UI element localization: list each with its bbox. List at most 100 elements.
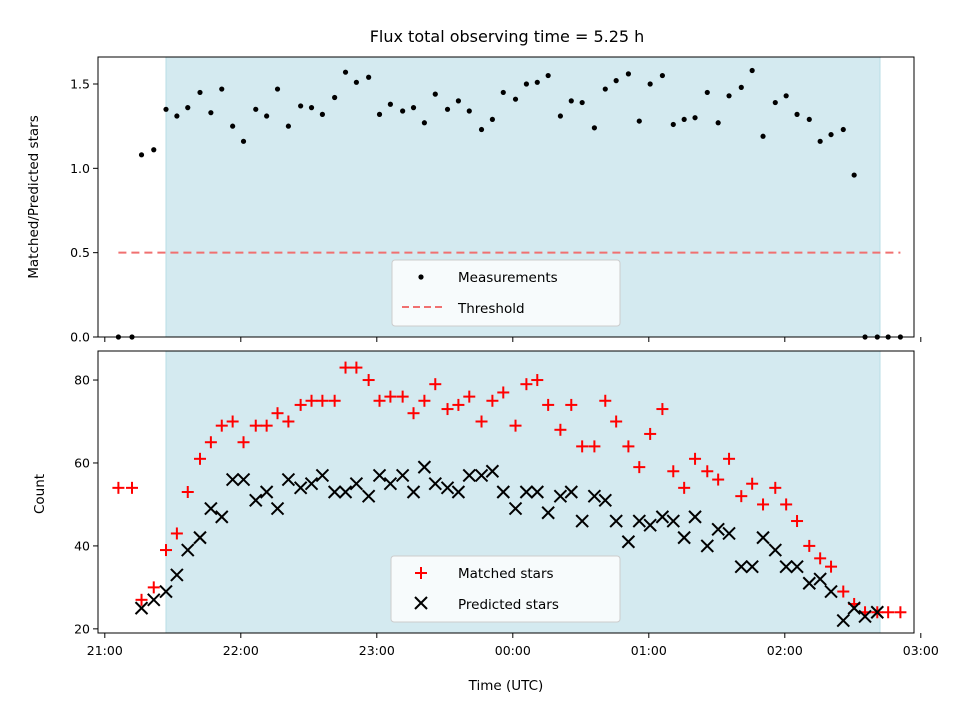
- matched-star-point: [554, 423, 567, 436]
- matched-star-point: [814, 552, 827, 565]
- measurement-point: [219, 86, 225, 92]
- y-tick-label: 40: [74, 538, 90, 553]
- matched-star-point: [350, 361, 363, 374]
- matched-star-point: [282, 415, 295, 428]
- legend-label-measurements: Measurements: [458, 270, 558, 286]
- predicted-star-marker-b: [204, 501, 218, 516]
- measurement-point: [692, 115, 698, 121]
- matched-star-point: [610, 415, 623, 428]
- predicted-star-point: [609, 514, 623, 528]
- matched-star-point: [452, 398, 465, 411]
- matched-star-point: [160, 544, 172, 557]
- matched-star-point: [882, 606, 895, 619]
- predicted-star-marker-b: [462, 468, 476, 483]
- matched-star-point: [328, 394, 341, 407]
- predicted-stars-series: [134, 460, 884, 628]
- matched-star-point: [780, 498, 793, 511]
- measurements-series: [115, 67, 904, 340]
- predicted-star-point: [734, 559, 748, 574]
- measurement-point: [817, 138, 823, 144]
- matched-star-point: [147, 581, 160, 594]
- y-tick-label: 0.0: [70, 330, 90, 345]
- predicted-star-marker-b: [349, 476, 364, 491]
- predicted-star-marker-b: [836, 613, 850, 628]
- predicted-star-marker-b: [813, 572, 827, 586]
- predicted-star-marker-b: [711, 522, 725, 537]
- matched-star-point: [237, 436, 250, 449]
- predicted-star-marker-b: [870, 605, 884, 619]
- measurement-point: [230, 123, 236, 129]
- matched-star-point: [565, 398, 578, 411]
- measurement-point: [444, 106, 451, 112]
- x-tick-label: 03:00: [903, 643, 939, 658]
- predicted-star-point: [711, 522, 725, 537]
- predicted-star-marker-b: [541, 506, 555, 520]
- predicted-star-marker-b: [824, 584, 838, 599]
- matched-star-point: [531, 374, 544, 387]
- predicted-star-point: [225, 472, 240, 487]
- predicted-star-marker-b: [170, 568, 184, 582]
- predicted-star-point: [315, 468, 330, 483]
- matched-star-point: [622, 440, 635, 453]
- predicted-star-point: [204, 501, 218, 516]
- measurement-point: [647, 81, 653, 87]
- measurement-point: [557, 113, 564, 119]
- matched-star-point: [362, 374, 375, 387]
- x-tick-label: 22:00: [223, 643, 259, 658]
- predicted-star-marker-b: [372, 468, 387, 483]
- measurement-point: [828, 131, 834, 138]
- predicted-star-marker-b: [147, 593, 161, 607]
- matched-star-point: [475, 415, 488, 428]
- predicted-star-point: [270, 501, 285, 516]
- matched-star-point: [769, 481, 782, 494]
- matched-star-point: [803, 539, 816, 552]
- measurement-point: [264, 113, 270, 119]
- predicted-star-marker-b: [700, 539, 714, 553]
- predicted-star-marker-b: [361, 489, 376, 503]
- measurement-point: [851, 172, 857, 178]
- predicted-star-point: [428, 476, 442, 491]
- measurement-point: [512, 96, 519, 102]
- predicted-star-point: [147, 593, 161, 607]
- predicted-star-point: [655, 510, 670, 524]
- measurement-point: [285, 123, 291, 129]
- predicted-star-marker-b: [768, 543, 782, 557]
- predicted-star-marker-b: [338, 485, 353, 499]
- matched-stars-series: [112, 361, 907, 619]
- predicted-star-point: [236, 472, 251, 487]
- measurement-point: [738, 84, 744, 90]
- y-axis-ticks-top: 0.0 0.5 1.0 1.5: [70, 76, 98, 345]
- predicted-star-point: [249, 493, 263, 508]
- legend-marker-measurements: [418, 274, 424, 280]
- predicted-star-marker-b: [315, 468, 330, 483]
- matched-star-point: [294, 398, 307, 411]
- measurement-point: [151, 147, 157, 153]
- measurement-point: [749, 67, 755, 74]
- predicted-star-point: [643, 518, 657, 532]
- predicted-star-point: [870, 605, 884, 619]
- y-axis-label-top: Matched/Predicted stars: [26, 115, 42, 278]
- predicted-star-point: [858, 609, 872, 624]
- measurement-point: [466, 108, 472, 114]
- predicted-star-marker-b: [193, 530, 207, 545]
- measurement-point: [308, 105, 315, 111]
- predicted-star-marker-b: [734, 559, 748, 574]
- predicted-star-marker-b: [756, 530, 770, 545]
- matched-star-point: [678, 481, 691, 494]
- predicted-star-point: [779, 559, 793, 574]
- measurement-point: [455, 98, 461, 104]
- predicted-star-marker-b: [440, 481, 455, 495]
- matched-star-point: [339, 361, 352, 374]
- predicted-star-point: [361, 489, 376, 503]
- matched-star-point: [497, 386, 510, 399]
- predicted-star-marker-b: [496, 485, 510, 499]
- measurement-point: [208, 110, 214, 116]
- matched-star-point: [486, 394, 499, 407]
- legend-marker-predicted: [414, 596, 428, 610]
- x-axis-ticks-bottom: 21:00 22:00 23:00 00:00 01:00 02:00 03:00: [87, 633, 939, 658]
- predicted-star-point: [700, 539, 714, 553]
- matched-star-point: [588, 440, 601, 453]
- predicted-star-marker-b: [406, 485, 421, 499]
- measurement-point: [366, 74, 372, 80]
- matched-star-point: [396, 390, 409, 403]
